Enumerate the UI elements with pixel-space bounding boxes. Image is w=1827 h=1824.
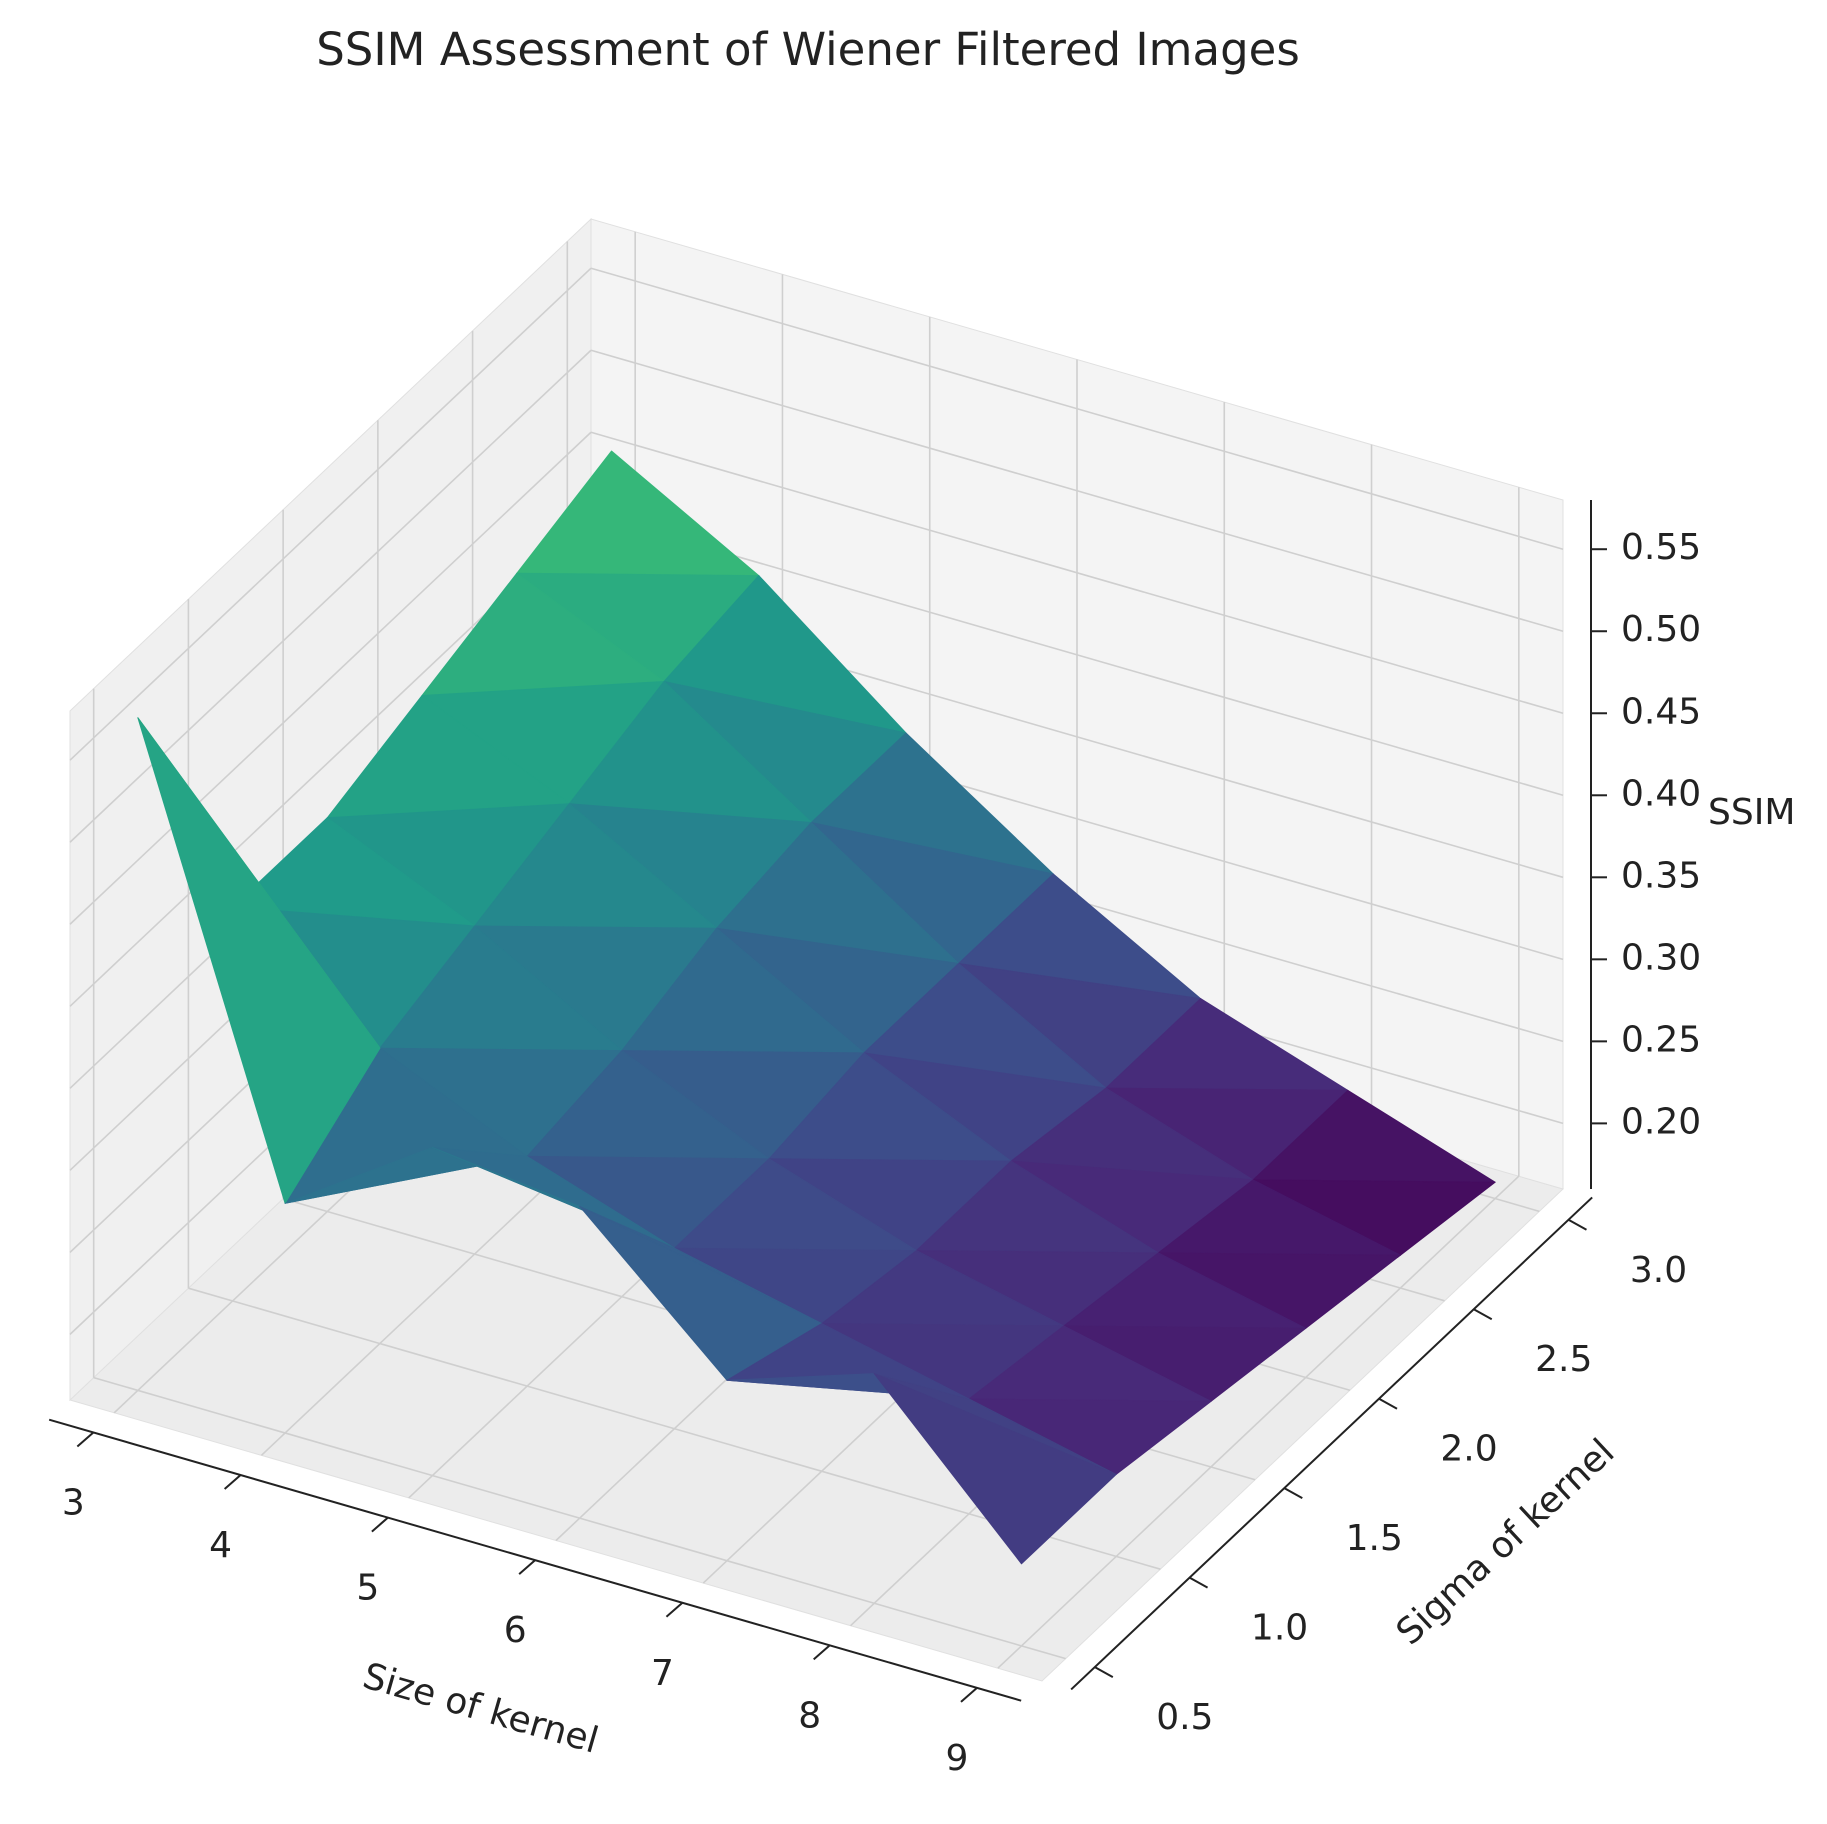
z-tick-label: 0.35 bbox=[1621, 855, 1701, 896]
z-tick-label: 0.45 bbox=[1621, 691, 1701, 732]
tick-mark bbox=[518, 1559, 536, 1575]
tick-mark bbox=[1189, 1576, 1209, 1589]
tick-mark bbox=[1094, 1666, 1114, 1678]
tick-mark bbox=[1473, 1308, 1493, 1321]
y-tick-label: 0.5 bbox=[1156, 1697, 1213, 1738]
z-tick-label: 0.40 bbox=[1621, 773, 1701, 814]
y-tick-label: 3.0 bbox=[1630, 1250, 1687, 1291]
grid-line bbox=[69, 267, 592, 761]
x-tick-label: 4 bbox=[209, 1525, 232, 1566]
grid-line bbox=[590, 267, 1564, 550]
z-axis-label: SSIM bbox=[1708, 792, 1795, 833]
grid-line bbox=[69, 431, 592, 925]
surface bbox=[137, 450, 1496, 1565]
grid-line bbox=[997, 1175, 1520, 1669]
y-tick-label: 1.0 bbox=[1251, 1608, 1308, 1649]
grid-line bbox=[93, 1376, 1066, 1660]
z-tick-label: 0.20 bbox=[1621, 1101, 1701, 1142]
z-tick-label: 0.55 bbox=[1621, 527, 1701, 568]
y-tick-label: 2.5 bbox=[1535, 1339, 1592, 1380]
surface-facet bbox=[873, 1373, 1117, 1565]
tick-mark bbox=[76, 1431, 95, 1448]
tick-mark bbox=[1567, 1218, 1587, 1231]
x-tick-label: 3 bbox=[62, 1482, 85, 1523]
surface-facet bbox=[137, 717, 381, 1204]
x-tick-label: 8 bbox=[798, 1695, 821, 1736]
tick-mark bbox=[1283, 1487, 1303, 1500]
z-tick-label: 0.30 bbox=[1621, 937, 1701, 978]
grid-line bbox=[590, 349, 1564, 633]
tick-mark bbox=[813, 1644, 831, 1661]
y-axis-label: Sigma of kernel bbox=[1389, 1431, 1623, 1653]
z-tick-label: 0.50 bbox=[1621, 609, 1701, 650]
y-tick-label: 2.0 bbox=[1440, 1429, 1497, 1470]
x-tick-label: 7 bbox=[651, 1653, 674, 1694]
tick-mark bbox=[371, 1516, 389, 1533]
tick-mark bbox=[960, 1687, 978, 1703]
x-tick-label: 6 bbox=[504, 1610, 527, 1651]
grid-line bbox=[590, 513, 1564, 797]
axis-line bbox=[1070, 1196, 1593, 1691]
z-tick-label: 0.25 bbox=[1621, 1019, 1701, 1060]
x-tick-label: 9 bbox=[946, 1738, 969, 1779]
x-tick-label: 5 bbox=[356, 1568, 379, 1609]
chart-title: SSIM Assessment of Wiener Filtered Image… bbox=[316, 23, 1300, 76]
tick-mark bbox=[1378, 1397, 1398, 1410]
y-tick-label: 1.5 bbox=[1346, 1518, 1403, 1559]
tick-mark bbox=[223, 1474, 242, 1490]
tick-mark bbox=[665, 1602, 684, 1618]
grid-line bbox=[590, 431, 1564, 715]
x-axis-label: Size of kernel bbox=[358, 1656, 602, 1762]
